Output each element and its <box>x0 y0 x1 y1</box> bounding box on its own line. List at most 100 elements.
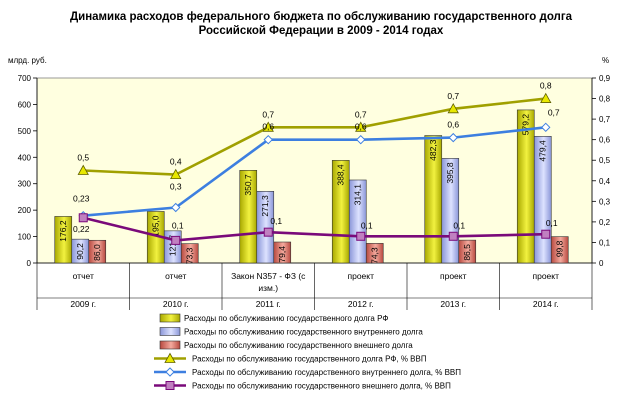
legend-label: Расходы по обслуживанию государственного… <box>192 382 451 391</box>
bar-value-label: 73,3 <box>185 247 195 264</box>
line-value-label: 0,6 <box>355 122 367 132</box>
category-status-label: проект <box>348 271 375 281</box>
line-marker-1-5 <box>541 122 551 133</box>
line-value-label: 0,4 <box>170 157 182 167</box>
bar-value-label: 121,7 <box>168 235 178 257</box>
line-value-label: 0,7 <box>447 91 459 101</box>
y-right-tick-label: 0,7 <box>599 115 611 124</box>
category-year-label: 2013 г. <box>440 299 466 309</box>
legend-swatch-2 <box>159 340 181 350</box>
y-right-tick-label: 0,5 <box>599 156 611 165</box>
y-left-tick-label: 500 <box>18 127 32 136</box>
bar-value-label: 271,3 <box>260 195 270 217</box>
bar-value-label: 388,4 <box>336 164 346 186</box>
line-value-label: 0,1 <box>270 216 282 226</box>
bar-2-0 <box>88 239 107 264</box>
legend-label: Расходы по обслуживанию государственного… <box>184 341 413 350</box>
bar-1-3 <box>348 179 367 264</box>
bar-2-2 <box>273 241 292 264</box>
category-status-label: отчет <box>165 271 186 281</box>
bar-value-label: 350,7 <box>243 174 253 196</box>
bar-1-2 <box>256 190 275 264</box>
y-left-tick-label: 400 <box>18 153 32 162</box>
line-value-label: 0,22 <box>73 224 90 234</box>
category-status-label: проект <box>440 271 467 281</box>
bar-value-label: 314,1 <box>353 184 363 206</box>
y-left-axis-label: млрд. руб. <box>8 56 47 65</box>
bar-2-3 <box>365 243 384 264</box>
chart-title-line-2: Российской Федерации в 2009 - 2014 годах <box>198 25 444 37</box>
y-left-tick-label: 700 <box>18 74 32 83</box>
legend-marker-2 <box>165 381 175 390</box>
line-marker-1-1 <box>171 202 181 213</box>
bar-value-label: 195,0 <box>151 215 161 237</box>
legend-label: Расходы по обслуживанию государственного… <box>192 355 427 364</box>
line-marker-0-0 <box>77 164 89 175</box>
line-marker-1-2 <box>263 134 273 145</box>
bar-value-label: 579,2 <box>521 114 531 136</box>
line-marker-0-5 <box>540 92 552 103</box>
line-marker-2-3 <box>356 231 366 241</box>
line-value-label: 0,1 <box>453 220 465 230</box>
legend-swatch-0 <box>159 313 181 323</box>
line-series-1 <box>83 126 546 218</box>
line-value-label: 0,1 <box>361 220 373 230</box>
category-status-label: проект <box>533 271 560 281</box>
bar-value-label: 479,4 <box>538 140 548 162</box>
chart-title: Динамика расходов федерального бюджета п… <box>0 10 642 38</box>
legend-label: Расходы по обслуживанию государственного… <box>192 368 461 377</box>
y-right-tick-label: 0,4 <box>599 177 611 186</box>
bar-value-label: 176,2 <box>58 220 68 242</box>
legend-swatch-1 <box>159 327 181 336</box>
bar-value-label: 86,5 <box>462 244 472 261</box>
line-marker-1-3 <box>356 134 366 145</box>
bar-value-label: 79,4 <box>277 246 287 263</box>
chart-title-line-1: Динамика расходов федерального бюджета п… <box>69 11 573 23</box>
line-value-label: 0,6 <box>262 122 274 132</box>
legend-label: Расходы по обслуживанию государственного… <box>184 314 388 323</box>
y-left-tick-label: 200 <box>18 206 32 215</box>
bar-2-1 <box>180 243 199 264</box>
bar-value-label: 99,8 <box>555 240 565 257</box>
line-marker-2-5 <box>541 229 551 239</box>
y-left-tick-label: 300 <box>18 180 32 189</box>
line-marker-2-0 <box>78 213 88 223</box>
bar-2-5 <box>550 236 569 264</box>
line-series-0 <box>83 97 546 176</box>
line-value-label: 0,7 <box>355 109 367 119</box>
category-status-label: изм.) <box>258 283 278 293</box>
y-right-tick-label: 0,8 <box>599 95 611 104</box>
legend-marker-0 <box>164 352 176 363</box>
line-value-label: 0,7 <box>548 107 560 117</box>
line-value-label: 0,3 <box>170 182 182 192</box>
category-year-label: 2010 г. <box>163 299 189 309</box>
line-marker-0-2 <box>262 121 274 132</box>
category-year-label: 2009 г. <box>70 299 96 309</box>
y-right-tick-label: 0 <box>599 259 604 268</box>
category-status-label: Закон N357 - ФЗ (с <box>231 271 306 281</box>
bar-value-label: 482,3 <box>428 139 438 161</box>
line-marker-2-2 <box>263 227 273 237</box>
category-year-label: 2014 г. <box>533 299 559 309</box>
line-marker-1-4 <box>448 132 458 143</box>
y-right-tick-label: 0,2 <box>599 218 611 227</box>
line-value-label: 0,1 <box>172 220 184 230</box>
y-left-tick-label: 100 <box>18 233 32 242</box>
line-value-label: 0,7 <box>262 109 274 119</box>
line-marker-0-1 <box>170 168 182 180</box>
y-right-tick-label: 0,1 <box>599 238 611 247</box>
bar-2-4 <box>458 239 477 264</box>
line-marker-2-4 <box>448 231 458 241</box>
category-year-label: 2011 г. <box>256 299 281 309</box>
bar-value-label: 90,2 <box>75 243 85 260</box>
line-value-label: 0,1 <box>546 218 558 228</box>
y-left-tick-label: 600 <box>18 100 32 109</box>
y-right-tick-label: 0,9 <box>599 74 611 83</box>
y-right-axis-label: % <box>602 56 609 65</box>
plot-background <box>36 77 593 264</box>
bar-value-label: 86,0 <box>92 244 102 261</box>
y-left-tick-label: 0 <box>27 259 32 268</box>
category-year-label: 2012 г. <box>348 299 374 309</box>
line-value-label: 0,8 <box>540 81 552 91</box>
line-value-label: 0,6 <box>447 120 459 130</box>
